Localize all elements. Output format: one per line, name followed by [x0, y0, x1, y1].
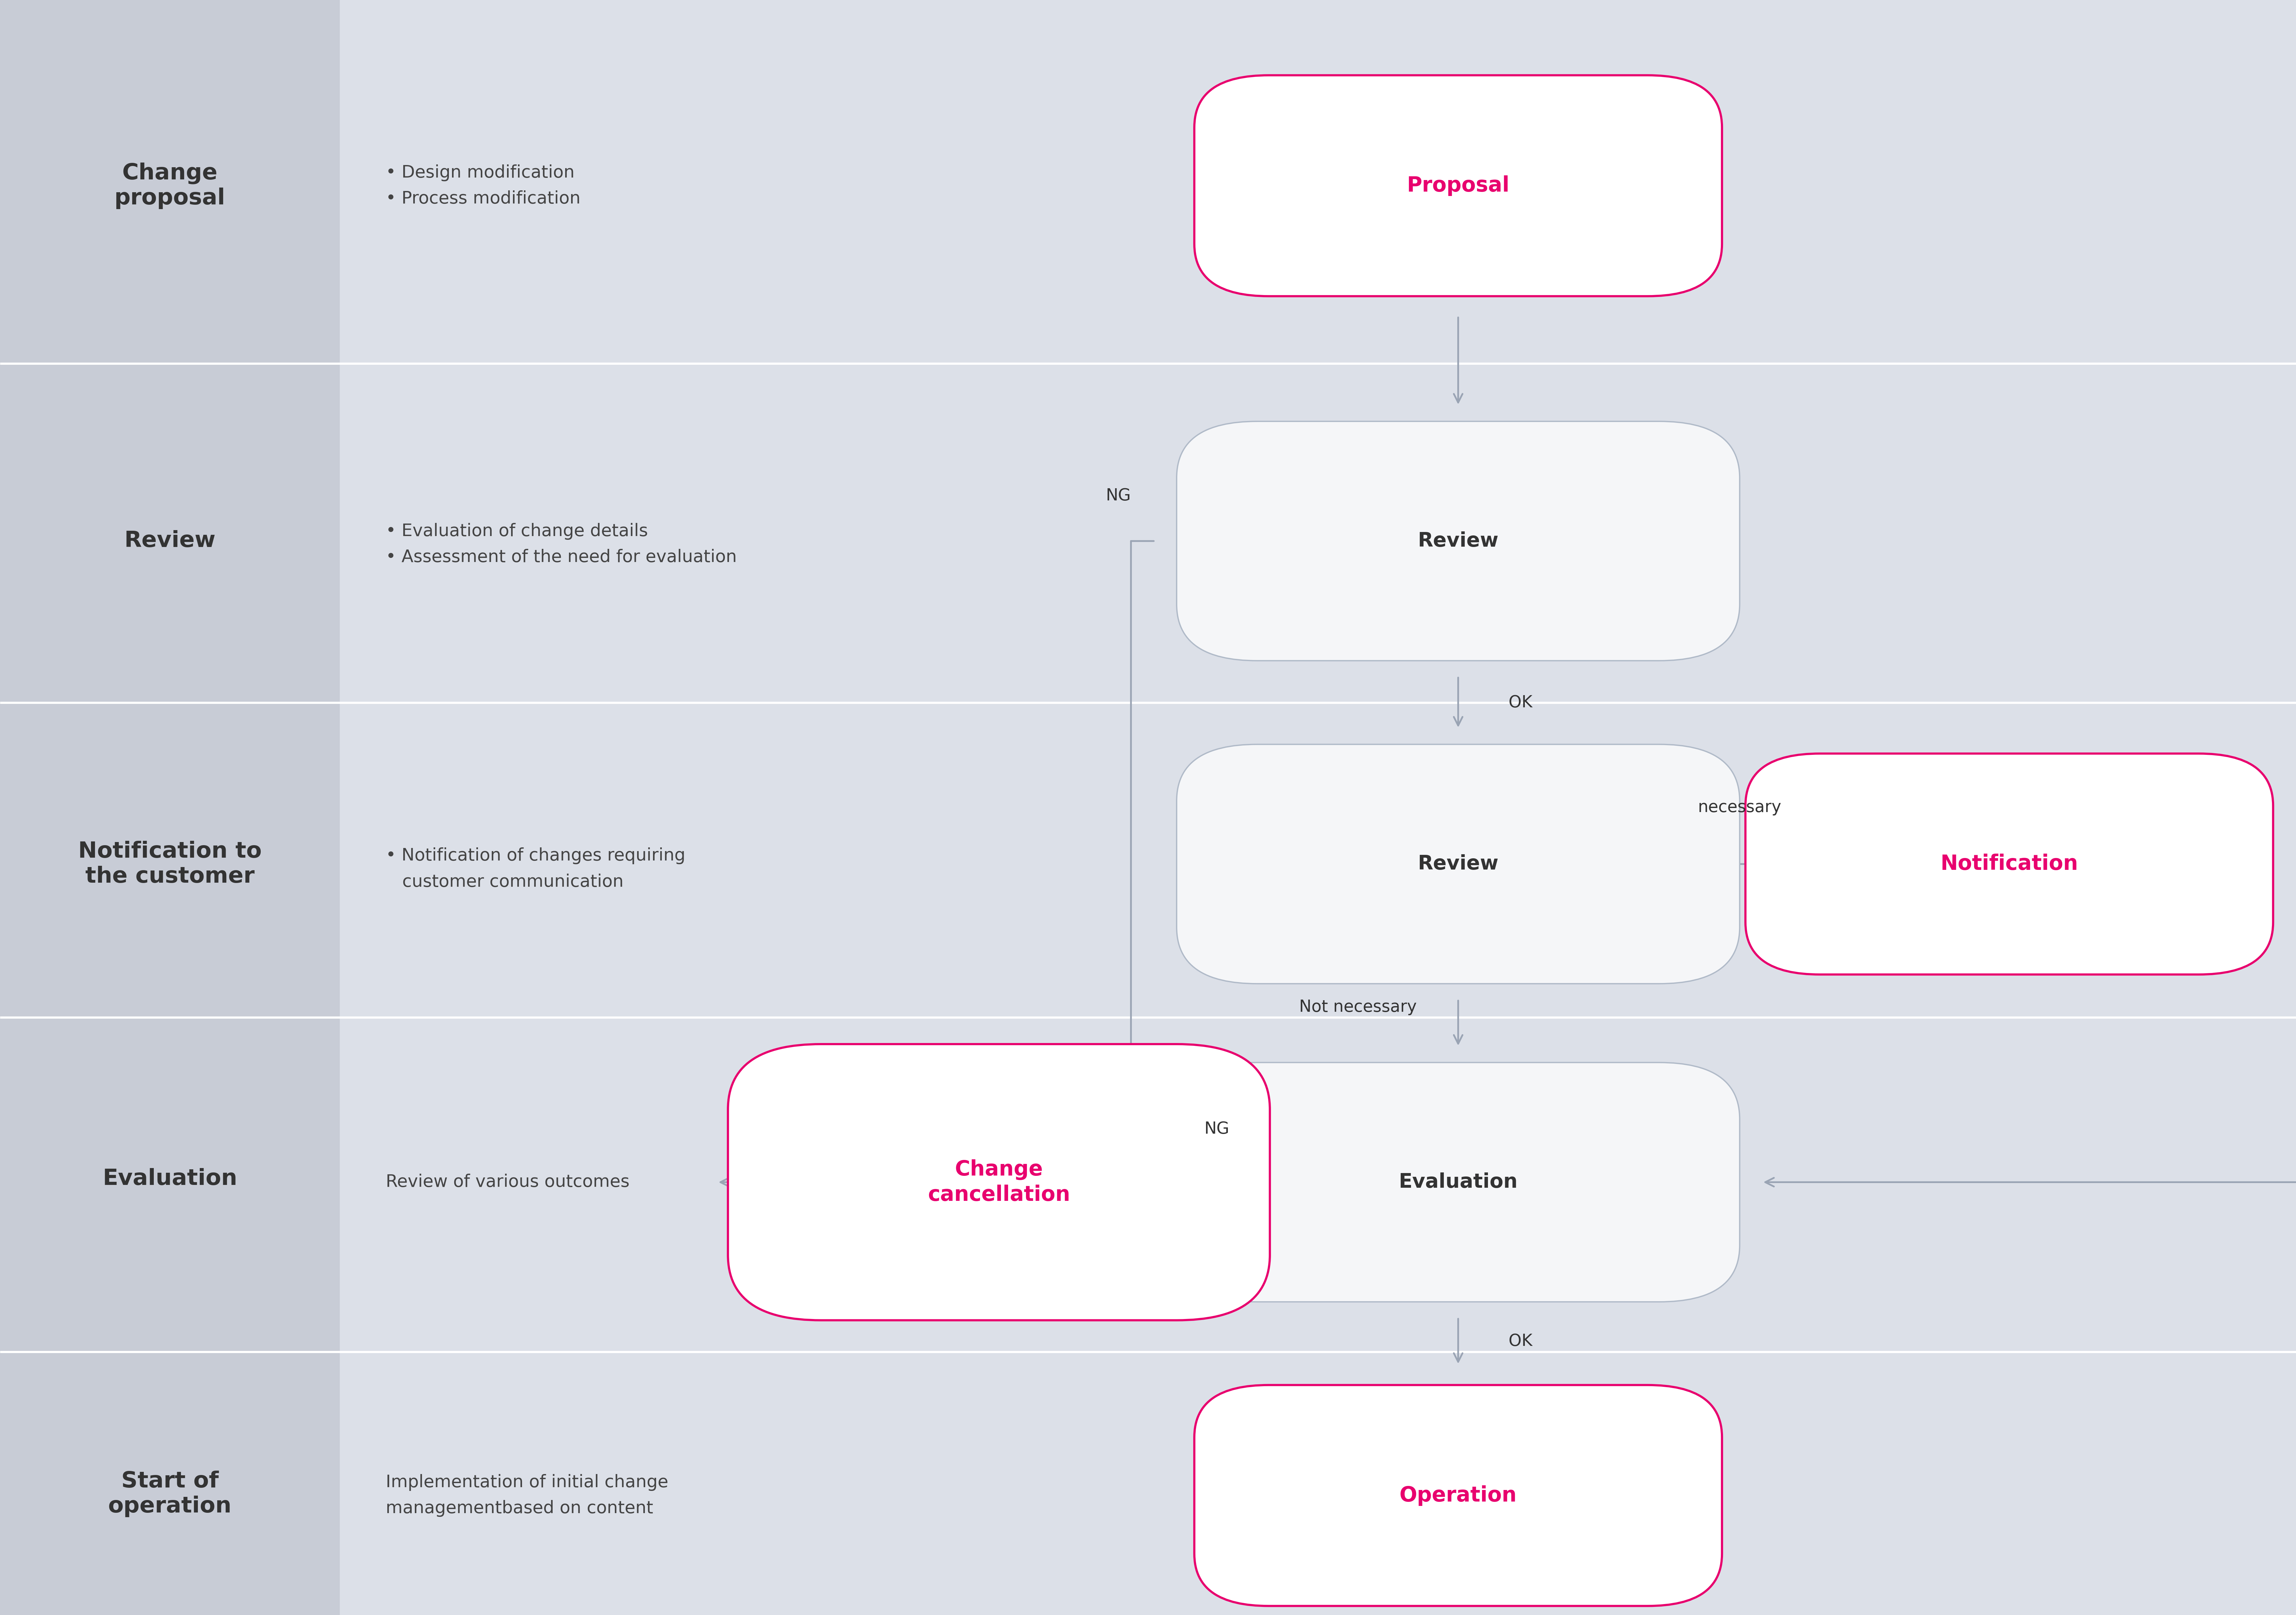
Text: • Design modification
• Process modification: • Design modification • Process modifica… — [386, 165, 581, 207]
Text: Evaluation: Evaluation — [103, 1168, 236, 1190]
Text: OK: OK — [1508, 694, 1531, 711]
Text: Review: Review — [1417, 531, 1499, 551]
FancyBboxPatch shape — [1176, 422, 1740, 661]
Text: Start of
operation: Start of operation — [108, 1471, 232, 1516]
FancyBboxPatch shape — [1194, 1386, 1722, 1605]
Text: Operation: Operation — [1398, 1486, 1518, 1505]
Text: Evaluation: Evaluation — [1398, 1172, 1518, 1192]
Text: NG: NG — [1205, 1121, 1228, 1137]
Text: Notification: Notification — [1940, 854, 2078, 874]
Text: Proposal: Proposal — [1407, 176, 1508, 195]
Text: Review: Review — [124, 530, 216, 552]
Text: Notification to
the customer: Notification to the customer — [78, 841, 262, 887]
Text: Review of various outcomes: Review of various outcomes — [386, 1174, 629, 1190]
FancyBboxPatch shape — [1176, 1063, 1740, 1302]
FancyBboxPatch shape — [728, 1043, 1270, 1321]
FancyBboxPatch shape — [1194, 76, 1722, 296]
Text: NG: NG — [1107, 488, 1130, 504]
Text: • Notification of changes requiring
   customer communication: • Notification of changes requiring cust… — [386, 848, 684, 890]
FancyBboxPatch shape — [1176, 745, 1740, 984]
FancyBboxPatch shape — [0, 0, 340, 1615]
Text: Change
cancellation: Change cancellation — [928, 1160, 1070, 1205]
Text: Not necessary: Not necessary — [1300, 998, 1417, 1016]
Text: Review: Review — [1417, 854, 1499, 874]
FancyBboxPatch shape — [1745, 754, 2273, 974]
Text: Implementation of initial change
managementbased on content: Implementation of initial change managem… — [386, 1474, 668, 1516]
Text: • Evaluation of change details
• Assessment of the need for evaluation: • Evaluation of change details • Assessm… — [386, 523, 737, 565]
Text: OK: OK — [1508, 1332, 1531, 1350]
Text: Change
proposal: Change proposal — [115, 163, 225, 208]
Text: necessary: necessary — [1697, 799, 1782, 816]
FancyBboxPatch shape — [340, 0, 2296, 1615]
